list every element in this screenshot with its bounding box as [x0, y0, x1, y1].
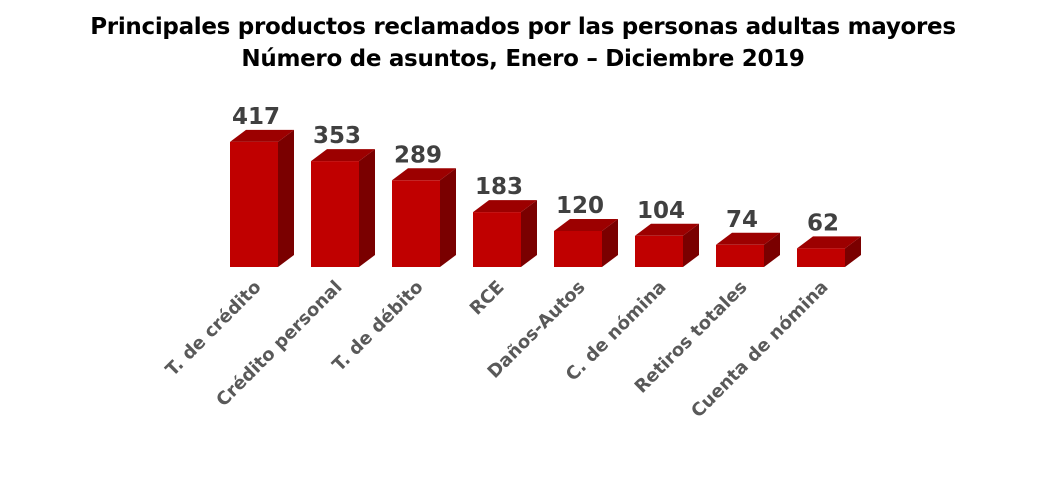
value-label: 289: [394, 142, 442, 168]
bar-top-face: [635, 223, 699, 236]
bar-side-face: [683, 223, 699, 267]
bar-top-face: [554, 219, 618, 231]
value-label: 120: [556, 193, 604, 219]
bar-front-face: [554, 231, 602, 267]
value-label: 353: [313, 123, 361, 149]
chart-subtitle: Número de asuntos, Enero – Diciembre 201…: [241, 46, 805, 72]
bar-top-face: [473, 200, 537, 213]
bar-4: 183 RCE: [466, 174, 537, 319]
bar-front-face: [473, 212, 521, 267]
bar-top-face: [797, 236, 861, 249]
chart-title: Principales productos reclamados por las…: [90, 14, 956, 40]
value-label: 62: [807, 210, 839, 236]
bar-front-face: [311, 161, 359, 267]
bar-front-face: [797, 248, 845, 267]
value-label: 104: [637, 198, 685, 224]
bar-side-face: [521, 200, 537, 267]
value-label: 74: [726, 207, 758, 233]
bar-front-face: [392, 180, 440, 267]
bar-side-face: [359, 149, 375, 267]
bar-side-face: [278, 129, 294, 267]
bar-front-face: [230, 141, 278, 267]
bar-front-face: [635, 235, 683, 267]
value-label: 183: [475, 174, 523, 200]
bar-top-face: [716, 232, 780, 245]
bar-side-face: [602, 219, 618, 267]
bar-top-face: [311, 149, 375, 162]
bar-side-face: [845, 236, 861, 267]
category-label: Cuenta de nómina: [687, 277, 832, 422]
bar-top-face: [230, 129, 294, 142]
value-label: 417: [232, 104, 280, 130]
bar-front-face: [716, 244, 764, 267]
bar-side-face: [764, 232, 780, 267]
bar-top-face: [392, 168, 456, 181]
bar-side-face: [440, 168, 456, 267]
category-label: RCE: [466, 277, 509, 320]
